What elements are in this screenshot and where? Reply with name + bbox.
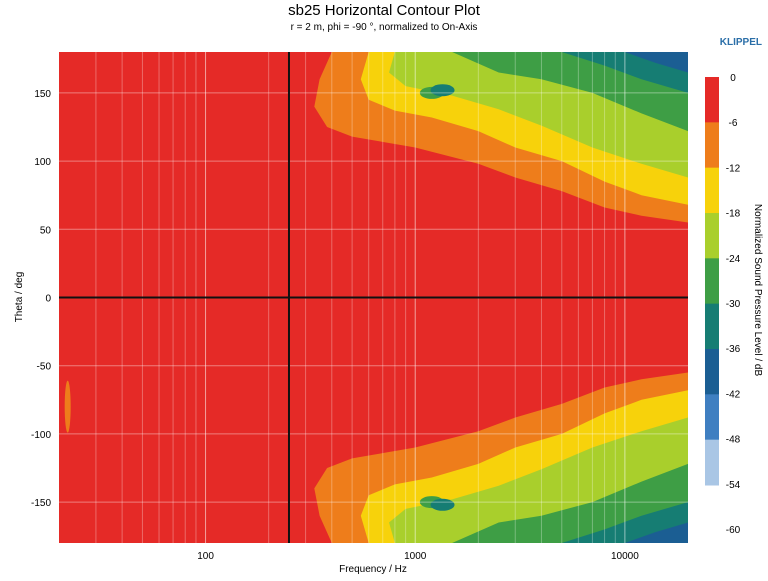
x-tick-label: 10000 xyxy=(611,551,639,562)
colorbar-segment xyxy=(705,122,719,169)
colorbar-segment xyxy=(705,349,719,395)
colorbar-tick-label: -36 xyxy=(726,344,741,355)
y-tick-label: -150 xyxy=(31,498,51,509)
colorbar-tick-label: 0 xyxy=(730,73,736,84)
colorbar-segment xyxy=(705,258,719,305)
contour-island-4 xyxy=(64,380,71,433)
x-tick-label: 100 xyxy=(197,551,214,562)
colorbar-tick-label: -30 xyxy=(726,299,741,310)
colorbar-tick-label: -24 xyxy=(726,254,741,265)
y-tick-label: 100 xyxy=(34,157,51,168)
colorbar-tick-label: -54 xyxy=(726,480,741,491)
colorbar-segment xyxy=(705,167,719,214)
contour-island-3 xyxy=(430,498,455,511)
chart-subtitle: r = 2 m, phi = -90 °, normalized to On-A… xyxy=(291,22,478,33)
colorbar-segment xyxy=(705,439,719,486)
y-tick-label: -100 xyxy=(31,430,51,441)
y-tick-label: 0 xyxy=(45,294,51,305)
colorbar-tick-label: -12 xyxy=(726,163,741,174)
y-tick-label: -50 xyxy=(37,362,52,373)
axes: 100 1000 10000 150 100 50 0 -50 -100 -150 xyxy=(31,89,639,562)
chart-title: sb25 Horizontal Contour Plot xyxy=(288,2,481,19)
reference-lines xyxy=(59,52,688,543)
colorbar-segment xyxy=(705,213,719,259)
y-axis-label: Theta / deg xyxy=(14,272,25,323)
y-tick-label: 50 xyxy=(40,225,52,236)
colorbar-segment xyxy=(705,77,719,123)
colorbar-segment xyxy=(705,394,719,441)
colorbar-tick-label: -60 xyxy=(726,525,741,536)
colorbar-tick-label: -48 xyxy=(726,435,741,446)
y-tick-label: 150 xyxy=(34,89,51,100)
x-tick-label: 1000 xyxy=(404,551,427,562)
colorbar: 0 -6 -12 -18 -24 -30 -36 -42 -48 -54 -60 xyxy=(705,73,741,536)
colorbar-tick-label: -18 xyxy=(726,209,741,220)
contour-island-1 xyxy=(430,84,455,97)
contour-band-upper-36 xyxy=(624,52,688,73)
brand-logo-text: KLIPPEL xyxy=(720,37,762,48)
x-axis-label: Frequency / Hz xyxy=(339,564,407,575)
colorbar-segment xyxy=(705,303,719,350)
colorbar-tick-label: -6 xyxy=(729,118,738,129)
colorbar-label: Normalized Sound Pressure Level / dB xyxy=(752,204,763,377)
colorbar-tick-label: -42 xyxy=(726,389,741,400)
contour-band-lower-36 xyxy=(624,522,688,543)
